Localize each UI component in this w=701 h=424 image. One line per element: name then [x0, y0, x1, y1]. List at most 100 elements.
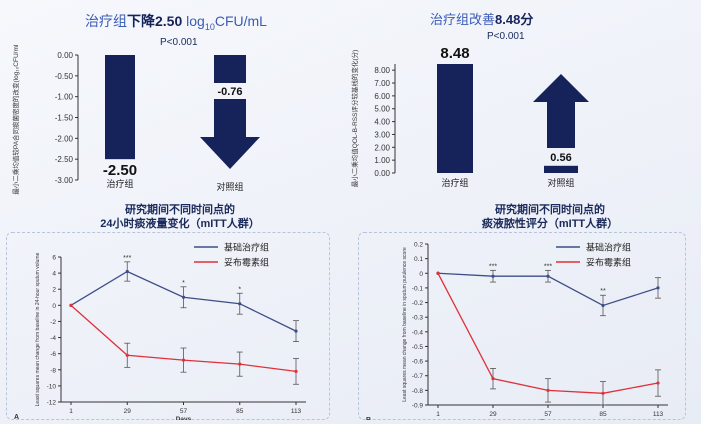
chart3-point: [294, 369, 298, 373]
chart3-y-tick-label: -4: [50, 335, 56, 342]
chart4-title: 研究期间不同时间点的 痰液脓性评分（mITT人群）: [430, 203, 670, 231]
chart3-point: [294, 329, 298, 333]
chart1-y-tick-label: 0.00: [57, 51, 73, 60]
chart3-title-line1: 研究期间不同时间点的: [125, 204, 235, 216]
chart1-title-prefix: 治疗组: [85, 13, 127, 29]
chart4-point: [601, 391, 605, 395]
chart4-y-tick-label: -0.4: [412, 329, 424, 336]
chart1-y-axis-label: 最小二乘均值较PA合同痰菌密度的改变(log₁₀CFU/mL): [11, 45, 20, 195]
chart4-point: [601, 303, 605, 308]
chart4-point: [491, 377, 495, 381]
chart2-value-label-treatment: 8.48: [440, 45, 469, 62]
chart3-y-tick-label: -10: [47, 383, 57, 390]
chart1-title-unit-tail: CFU/mL: [214, 13, 267, 29]
chart3-x-tick-label: 113: [291, 408, 302, 415]
chart3-y-tick-label: -6: [50, 351, 56, 358]
chart4-svg: 0.2 0.1 0 -0.1 -0.2 -0.3 -0.4 -0.5 -0.6 -0.7 -0.8 -…: [366, 242, 668, 420]
chart4-title-line1: 研究期间不同时间点的: [495, 204, 605, 216]
chart2-y-tick-label: 3.00: [374, 130, 390, 139]
chart3-y-tick-label: 6: [52, 255, 56, 262]
chart4-y-tick-label: -0.3: [412, 315, 424, 322]
chart2-y-tick-label: 1.00: [374, 156, 390, 165]
chart2-bar-treatment: [437, 64, 473, 173]
chart3-significance: ***: [123, 255, 131, 262]
chart1-title-unit-sub: 10: [204, 21, 215, 32]
chart4-y-tick-label: -0.2: [412, 300, 424, 307]
chart1-arrow-control: [200, 55, 260, 169]
chart2-y-tick-label: 5.00: [374, 105, 390, 114]
chart4-y-tick-label: 0: [419, 271, 423, 278]
chart1-category-treatment: 治疗组: [106, 178, 133, 189]
chart3-x-axis-label: Days: [176, 416, 192, 420]
chart2-title-prefix: 治疗组改善: [430, 12, 496, 27]
chart3-point: [238, 302, 242, 306]
chart1-value-label-treatment: -2.50: [103, 162, 137, 179]
chart3-svg: 6 4 2 0 -2 -4 -6 -8 -10 -12 1 29 57 85 113 Days A Least s…: [14, 242, 306, 420]
chart2-y-tick-label: 2.00: [374, 143, 390, 152]
chart4-panel: [358, 232, 686, 420]
chart3-point: [181, 358, 186, 362]
chart2-arrow-control: [533, 74, 589, 148]
chart3-point: [125, 353, 129, 357]
chart1-svg: 0.00 -0.50 -1.00 -1.50 -2.00 -2.50 -3.00 最小二乘均值…: [11, 45, 260, 195]
chart1-category-control: 对照组: [216, 181, 243, 192]
chart2-category-treatment: 治疗组: [441, 177, 468, 188]
chart3-point: [181, 295, 186, 299]
chart3-y-tick-label: 0: [52, 303, 56, 310]
chart3-significance: *: [238, 286, 241, 293]
chart2-pvalue: P<0.001: [487, 31, 525, 42]
chart3-point: [238, 362, 242, 366]
chart2-y-tick-label: 8.00: [374, 66, 390, 75]
chart4-y-tick-label: -0.6: [412, 359, 424, 366]
chart4-significance: ***: [489, 263, 497, 270]
chart3-point: [69, 303, 73, 307]
chart2-y-tick-label: 6.00: [374, 92, 390, 101]
chart4-x-tick-label: 57: [544, 411, 552, 418]
chart2-svg: 8.00 7.00 6.00 5.00 4.00 3.00 2.00 1.00 0.00 最小二乘…: [350, 45, 589, 188]
chart3-title: 研究期间不同时间点的 24小时痰液量变化（mITT人群）: [60, 203, 300, 231]
chart3-point: [125, 269, 129, 274]
chart4-y-axis-label: Least squares mean change from baseline …: [402, 247, 408, 402]
chart4-x-tick-label: 85: [599, 411, 607, 418]
chart2-y-tick-label: 0.00: [374, 169, 390, 178]
chart4-x-tick-label: 1: [436, 411, 440, 418]
chart1-title-unit: log: [186, 13, 205, 29]
chart1-value-label-control: -0.76: [217, 86, 242, 98]
chart4-legend-label-1: 妥布霉素组: [586, 257, 631, 268]
chart4-point: [546, 388, 550, 392]
chart4-panel-label: B: [366, 417, 371, 420]
chart2-y-axis-label: 最小二乘均值QOL-B-RSS评分较基线的变化(分): [350, 50, 359, 188]
chart3-panel-label: A: [14, 414, 19, 420]
chart1-title-bold: 下降2.50: [127, 13, 183, 29]
chart1-y-tick-label: -2.50: [55, 155, 74, 164]
chart3-y-tick-label: 2: [52, 287, 56, 294]
chart2-bar-control: [544, 165, 578, 173]
chart2-title: 治疗组改善8.48分: [430, 9, 533, 28]
chart3-title-line2: 24小时痰液量变化（mITT人群）: [100, 218, 260, 230]
chart2-category-control: 对照组: [547, 177, 574, 188]
chart2-y-tick-label: 7.00: [374, 79, 390, 88]
chart4-title-line2: 痰液脓性评分（mITT人群）: [481, 218, 619, 230]
chart3-y-tick-label: -8: [50, 367, 56, 374]
chart1-y-tick-label: -2.00: [55, 134, 74, 143]
chart3-y-tick-label: -2: [50, 319, 56, 326]
chart4-y-tick-label: -0.9: [412, 403, 424, 410]
chart4-x-tick-label: 29: [489, 411, 497, 418]
chart4-y-tick-label: 0.2: [414, 242, 423, 249]
chart4-y-tick-label: -0.5: [412, 344, 424, 351]
chart4-y-tick-label: 0.1: [414, 256, 423, 263]
chart1-y-tick-label: -1.00: [55, 93, 74, 102]
chart4-point: [491, 274, 495, 278]
chart3-x-tick-label: 29: [124, 408, 132, 415]
chart2-value-label-control: 0.56: [550, 152, 571, 164]
chart4-y-tick-label: -0.1: [412, 285, 424, 292]
chart2-title-bold: 8.48分: [495, 12, 534, 27]
chart3-x-tick-label: 1: [69, 408, 73, 415]
chart4-x-axis-label: Days: [540, 419, 556, 420]
chart1-y-tick-label: -0.50: [55, 72, 74, 81]
chart1-value-label-bg: [208, 83, 252, 99]
chart4-point: [656, 286, 660, 290]
chart4-series-line-1: [437, 272, 659, 394]
chart4-y-tick-label: -0.7: [412, 373, 424, 380]
chart3-y-tick-label: 4: [52, 271, 56, 278]
